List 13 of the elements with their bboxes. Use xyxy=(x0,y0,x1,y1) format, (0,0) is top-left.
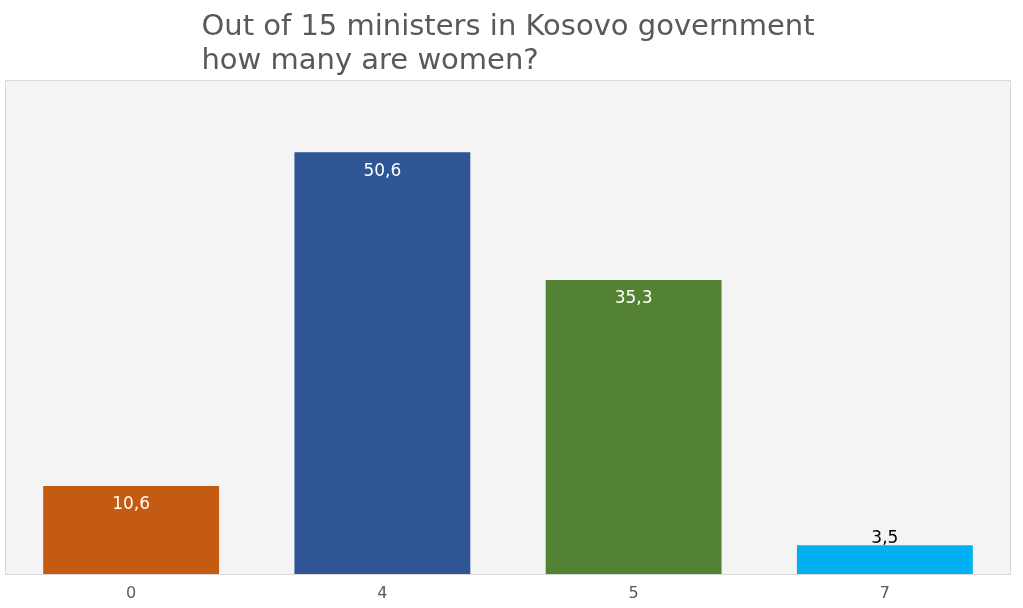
bar xyxy=(545,279,722,575)
data-label: 3,5 xyxy=(871,527,899,548)
data-label: 35,3 xyxy=(614,287,653,308)
x-tick-label: 5 xyxy=(628,582,639,602)
x-tick-label: 7 xyxy=(879,582,890,602)
x-tick-label: 4 xyxy=(377,582,388,602)
x-tick-label: 0 xyxy=(126,582,137,602)
data-label: 10,6 xyxy=(112,493,151,514)
chart-title: Out of 15 ministers in Kosovo government how many are women? xyxy=(201,7,815,76)
bar xyxy=(796,545,973,575)
bar xyxy=(43,486,220,575)
data-label: 50,6 xyxy=(363,159,402,180)
bar xyxy=(294,152,471,575)
